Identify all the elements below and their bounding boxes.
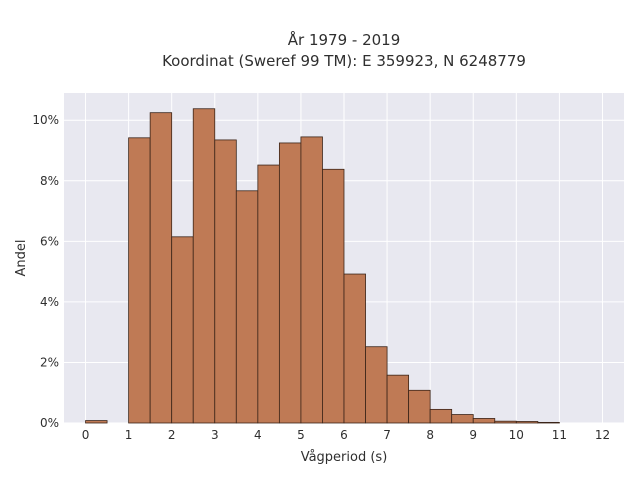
chart-title-line1: År 1979 - 2019 (288, 30, 401, 49)
x-tick-label: 2 (168, 428, 176, 442)
x-axis-ticks: 0 1 2 3 4 5 6 7 8 9 10 11 12 (82, 428, 610, 442)
histogram-bar (300, 136, 323, 424)
histogram-bar (171, 236, 194, 424)
histogram-bar (537, 421, 560, 424)
histogram-bar (365, 346, 388, 424)
y-tick-label: 8% (40, 174, 59, 188)
histogram-bar (192, 108, 216, 424)
histogram-bar (322, 168, 345, 424)
y-axis-label: Andel (14, 240, 29, 277)
x-tick-label: 10 (509, 428, 524, 442)
x-tick-label: 3 (211, 428, 219, 442)
histogram-bar (149, 112, 173, 424)
histogram-bar (472, 418, 496, 424)
bars-group (85, 108, 560, 424)
histogram-bar (451, 414, 474, 424)
histogram-bar (278, 142, 302, 424)
histogram-bar (343, 273, 366, 424)
y-axis-ticks: 0% 2% 4% 6% 8% 10% (32, 113, 59, 430)
x-axis-label: Vågperiod (s) (301, 450, 388, 465)
histogram-bar (386, 374, 410, 424)
histogram-bar (235, 190, 259, 424)
x-tick-label: 5 (297, 428, 305, 442)
x-tick-label: 8 (426, 428, 434, 442)
y-tick-label: 4% (40, 295, 59, 309)
y-tick-label: 6% (40, 234, 59, 248)
histogram-bar (214, 139, 237, 424)
histogram-bar (128, 137, 151, 424)
y-tick-label: 10% (32, 113, 59, 127)
histogram-bar (85, 420, 108, 424)
x-tick-label: 12 (595, 428, 610, 442)
y-tick-label: 0% (40, 416, 59, 430)
histogram-bar (257, 164, 280, 424)
histogram-bar (408, 389, 431, 424)
x-tick-label: 9 (469, 428, 477, 442)
x-tick-label: 0 (82, 428, 90, 442)
histogram-bar (494, 420, 517, 424)
x-tick-label: 4 (254, 428, 262, 442)
histogram-bar (429, 408, 453, 424)
x-tick-label: 1 (125, 428, 133, 442)
y-tick-label: 2% (40, 355, 59, 369)
histogram-bar (515, 421, 539, 424)
x-tick-label: 7 (383, 428, 391, 442)
chart-title-line2: Koordinat (Sweref 99 TM): E 359923, N 62… (162, 52, 526, 70)
x-tick-label: 11 (552, 428, 567, 442)
x-tick-label: 6 (340, 428, 348, 442)
